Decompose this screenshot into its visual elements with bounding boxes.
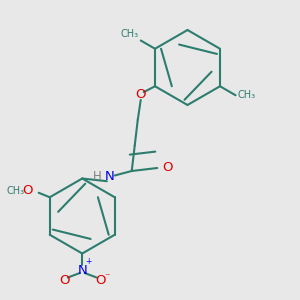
Text: O: O (136, 88, 146, 101)
Text: ⁻: ⁻ (104, 272, 109, 282)
Text: O: O (59, 274, 70, 287)
Text: O: O (162, 161, 172, 175)
Text: O: O (22, 184, 33, 197)
Text: CH₃: CH₃ (120, 29, 138, 39)
Text: N: N (77, 263, 87, 277)
Text: N: N (104, 170, 114, 184)
Text: CH₃: CH₃ (6, 186, 24, 196)
Text: O: O (95, 274, 106, 287)
Text: CH₃: CH₃ (238, 90, 256, 100)
Text: H: H (93, 169, 102, 183)
Text: +: + (85, 257, 92, 266)
